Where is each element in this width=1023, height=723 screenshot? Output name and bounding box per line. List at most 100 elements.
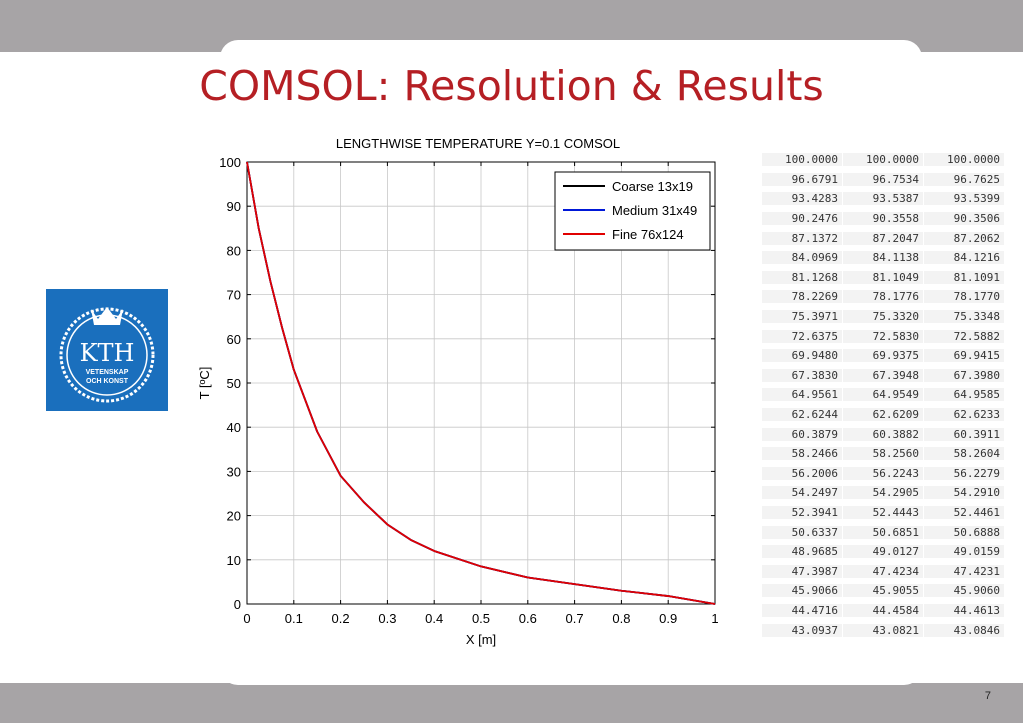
- table-row: 78.2269 78.1776 78.1770: [762, 287, 1005, 307]
- table-cell: 45.9066: [762, 584, 842, 598]
- x-tick-label: 0.1: [285, 611, 303, 626]
- series-line: [246, 161, 716, 605]
- y-axis-label: T [ºC]: [197, 367, 212, 400]
- table-cell: 78.2269: [762, 290, 842, 304]
- table-cell: 75.3348: [924, 310, 1004, 324]
- table-cell: 54.2910: [924, 486, 1004, 500]
- slide-title: COMSOL: Resolution & Results: [199, 62, 824, 110]
- table-cell: 62.6209: [843, 408, 923, 422]
- table-row: 50.6337 50.6851 50.6888: [762, 522, 1005, 542]
- table-cell: 93.5387: [843, 192, 923, 206]
- x-axis-label: X [m]: [466, 632, 496, 647]
- chart-legend: Coarse 13x19 Medium 31x49 Fine 76x124: [554, 171, 711, 251]
- table-cell: 58.2466: [762, 447, 842, 461]
- table-cell: 54.2905: [843, 486, 923, 500]
- y-tick-label: 70: [227, 288, 241, 303]
- table-row: 43.0937 43.0821 43.0846: [762, 620, 1005, 640]
- x-tick-label: 0.8: [612, 611, 630, 626]
- chart-series: [246, 161, 716, 605]
- table-cell: 47.3987: [762, 564, 842, 578]
- table-cell: 50.6337: [762, 525, 842, 539]
- table-cell: 78.1770: [924, 290, 1004, 304]
- table-cell: 56.2006: [762, 466, 842, 480]
- table-cell: 60.3911: [924, 427, 1004, 441]
- table-cell: 50.6851: [843, 525, 923, 539]
- table-cell: 64.9549: [843, 388, 923, 402]
- table-cell: 100.0000: [843, 153, 923, 167]
- table-cell: 47.4234: [843, 564, 923, 578]
- table-cell: 96.7534: [843, 172, 923, 186]
- table-row: 96.6791 96.7534 96.7625: [762, 170, 1005, 190]
- table-cell: 72.6375: [762, 329, 842, 343]
- chart-svg: LENGTHWISE TEMPERATURE Y=0.1 COMSOL 0 0.1…: [197, 136, 719, 647]
- table-cell: 75.3320: [843, 310, 923, 324]
- table-cell: 67.3948: [843, 368, 923, 382]
- table-row: 48.9685 49.0127 49.0159: [762, 542, 1005, 562]
- table-cell: 90.3506: [924, 212, 1004, 226]
- table-cell: 90.3558: [843, 212, 923, 226]
- x-tick-label: 0: [243, 611, 250, 626]
- table-cell: 84.0969: [762, 251, 842, 265]
- legend-label: Medium 31x49: [612, 203, 697, 218]
- logo-subtext-1: VETENSKAP: [86, 369, 129, 376]
- table-cell: 45.9055: [843, 584, 923, 598]
- table-cell: 90.2476: [762, 212, 842, 226]
- table-cell: 67.3830: [762, 368, 842, 382]
- table-cell: 67.3980: [924, 368, 1004, 382]
- table-cell: 62.6233: [924, 408, 1004, 422]
- page-number: 7: [984, 690, 991, 702]
- y-tick-label: 0: [234, 597, 241, 612]
- table-cell: 87.2062: [924, 231, 1004, 245]
- table-row: 64.9561 64.9549 64.9585: [762, 385, 1005, 405]
- x-tick-label: 0.3: [378, 611, 396, 626]
- table-row: 100.0000 100.0000 100.0000: [762, 150, 1005, 170]
- table-cell: 58.2560: [843, 447, 923, 461]
- x-tick-label: 0.9: [659, 611, 677, 626]
- table-row: 87.1372 87.2047 87.2062: [762, 228, 1005, 248]
- kth-logo: KTH VETENSKAP OCH KONST: [46, 289, 168, 411]
- table-cell: 45.9060: [924, 584, 1004, 598]
- table-cell: 62.6244: [762, 408, 842, 422]
- x-tick-label: 0.7: [566, 611, 584, 626]
- table-row: 93.4283 93.5387 93.5399: [762, 189, 1005, 209]
- table-cell: 81.1049: [843, 270, 923, 284]
- table-row: 62.6244 62.6209 62.6233: [762, 405, 1005, 425]
- y-tick-label: 30: [227, 464, 241, 479]
- table-row: 54.2497 54.2905 54.2910: [762, 483, 1005, 503]
- table-cell: 56.2279: [924, 466, 1004, 480]
- table-cell: 72.5882: [924, 329, 1004, 343]
- table-cell: 52.4461: [924, 505, 1004, 519]
- table-cell: 87.2047: [843, 231, 923, 245]
- y-tick-label: 50: [227, 376, 241, 391]
- table-cell: 69.9480: [762, 349, 842, 363]
- table-row: 75.3971 75.3320 75.3348: [762, 307, 1005, 327]
- x-tick-label: 0.5: [472, 611, 490, 626]
- table-cell: 49.0159: [924, 545, 1004, 559]
- table-cell: 96.7625: [924, 172, 1004, 186]
- table-cell: 69.9415: [924, 349, 1004, 363]
- table-row: 67.3830 67.3948 67.3980: [762, 366, 1005, 386]
- table-cell: 96.6791: [762, 172, 842, 186]
- y-tick-label: 60: [227, 332, 241, 347]
- table-cell: 49.0127: [843, 545, 923, 559]
- table-cell: 93.4283: [762, 192, 842, 206]
- table-cell: 75.3971: [762, 310, 842, 324]
- y-tick-label: 10: [227, 553, 241, 568]
- x-tick-label: 0.4: [425, 611, 443, 626]
- table-cell: 43.0846: [924, 623, 1004, 637]
- legend-label: Coarse 13x19: [612, 179, 693, 194]
- y-tick-label: 90: [227, 199, 241, 214]
- table-cell: 93.5399: [924, 192, 1004, 206]
- table-cell: 56.2243: [843, 466, 923, 480]
- table-cell: 78.1776: [843, 290, 923, 304]
- table-cell: 52.4443: [843, 505, 923, 519]
- table-cell: 48.9685: [762, 545, 842, 559]
- table-row: 44.4716 44.4584 44.4613: [762, 601, 1005, 621]
- y-tick-label: 100: [219, 155, 241, 170]
- table-cell: 100.0000: [762, 153, 842, 167]
- table-cell: 81.1091: [924, 270, 1004, 284]
- table-cell: 87.1372: [762, 231, 842, 245]
- table-row: 69.9480 69.9375 69.9415: [762, 346, 1005, 366]
- table-row: 58.2466 58.2560 58.2604: [762, 444, 1005, 464]
- table-cell: 52.3941: [762, 505, 842, 519]
